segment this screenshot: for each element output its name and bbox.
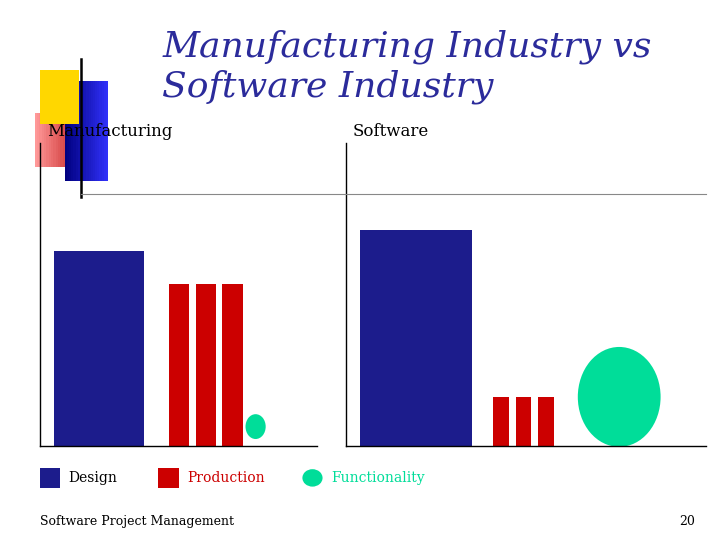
Bar	[222, 284, 243, 446]
Bar	[97, 81, 99, 181]
Text: Production: Production	[187, 471, 265, 485]
Bar	[60, 113, 63, 167]
Bar	[169, 284, 189, 446]
Bar	[84, 81, 86, 181]
Bar	[102, 81, 104, 181]
Bar	[106, 81, 108, 181]
Bar	[158, 468, 179, 488]
Bar	[65, 81, 67, 181]
Text: Manufacturing: Manufacturing	[47, 124, 172, 140]
Bar	[91, 81, 93, 181]
Bar	[44, 113, 46, 167]
Bar	[40, 70, 79, 124]
Bar	[54, 251, 144, 446]
Bar	[95, 81, 97, 181]
Bar	[67, 81, 69, 181]
Bar	[63, 113, 65, 167]
Bar	[40, 113, 42, 167]
Text: Software: Software	[353, 124, 429, 140]
Ellipse shape	[302, 469, 323, 487]
Bar	[77, 113, 79, 167]
Bar	[71, 81, 73, 181]
Bar	[99, 81, 102, 181]
Bar	[516, 397, 531, 445]
Ellipse shape	[246, 414, 266, 439]
Bar	[79, 113, 81, 167]
Bar	[42, 113, 44, 167]
Bar	[76, 81, 78, 181]
Bar	[70, 113, 72, 167]
Bar	[80, 81, 82, 181]
Text: Functionality: Functionality	[331, 471, 425, 485]
Bar	[73, 81, 76, 181]
Bar	[86, 81, 89, 181]
Text: Design: Design	[68, 471, 117, 485]
Bar	[68, 113, 70, 167]
Text: Manufacturing Industry vs
Software Industry: Manufacturing Industry vs Software Indus…	[162, 30, 652, 104]
Text: Software Project Management: Software Project Management	[40, 515, 233, 528]
Bar	[196, 284, 216, 446]
Bar	[58, 113, 60, 167]
Text: 20: 20	[679, 515, 695, 528]
Bar	[78, 81, 80, 181]
Bar	[104, 81, 106, 181]
Bar	[74, 113, 77, 167]
Bar	[89, 81, 91, 181]
Bar	[49, 113, 51, 167]
Bar	[51, 113, 53, 167]
Bar	[46, 113, 49, 167]
Bar	[72, 113, 74, 167]
Bar	[55, 113, 58, 167]
Bar	[37, 113, 40, 167]
Ellipse shape	[578, 347, 661, 447]
Bar	[65, 113, 68, 167]
Bar	[53, 113, 55, 167]
Bar	[493, 397, 509, 445]
Bar	[69, 81, 71, 181]
Bar	[538, 397, 554, 445]
Bar	[93, 81, 95, 181]
Bar	[35, 113, 37, 167]
Bar	[40, 468, 60, 488]
Bar	[82, 81, 84, 181]
Bar	[360, 230, 472, 446]
